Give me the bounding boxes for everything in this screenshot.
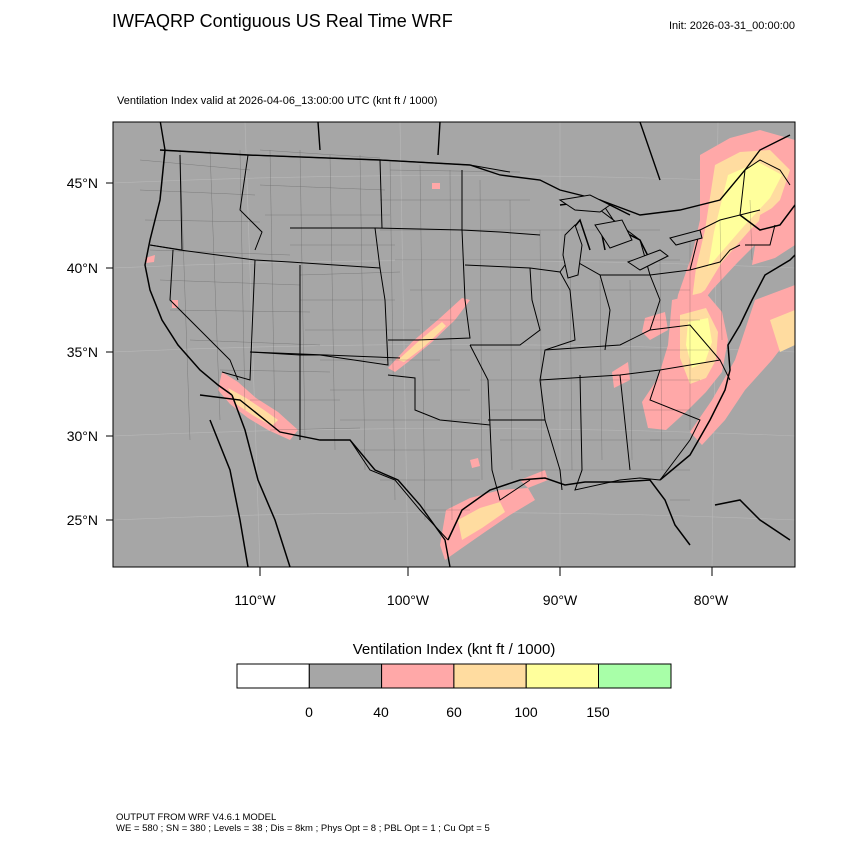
great-lakes: [558, 194, 703, 279]
colorbar-tick-3: 100: [514, 704, 538, 720]
main-title: IWFAQRP Contiguous US Real Time WRF: [112, 11, 453, 31]
lon-label-110: 110°W: [234, 592, 276, 608]
colorbar-tick-0: 0: [305, 704, 313, 720]
map-frame: [112, 121, 796, 568]
lat-label-30: 30°N: [67, 428, 98, 444]
lat-label-35: 35°N: [67, 344, 98, 360]
colorbar-swatch-4: [525, 663, 600, 689]
lon-label-90: 90°W: [543, 592, 578, 608]
lat-label-25: 25°N: [67, 512, 98, 528]
lat-label-40: 40°N: [67, 260, 98, 276]
colorbar-swatch-2: [381, 663, 455, 689]
map-content: [113, 122, 795, 567]
init-time-label: Init: 2026-03-31_00:00:00: [669, 20, 795, 32]
colorbar-swatch-3: [453, 663, 527, 689]
model-info-footer: OUTPUT FROM WRF V4.6.1 MODEL WE = 580 ; …: [116, 812, 490, 834]
coastlines: [144, 149, 795, 567]
lon-ticks: [259, 567, 713, 576]
plot-subtitle: Ventilation Index valid at 2026-04-06_13…: [117, 95, 438, 107]
colorbar-title: Ventilation Index (knt ft / 1000): [352, 641, 556, 658]
colorbar-tick-4: 150: [586, 704, 610, 720]
lat-label-45: 45°N: [67, 175, 98, 191]
colorbar-swatch-0: [236, 663, 310, 689]
footer-line-1: OUTPUT FROM WRF V4.6.1 MODEL: [116, 812, 277, 823]
county-lines: [139, 149, 753, 521]
colorbar-swatch-1: [308, 663, 383, 689]
colorbar-swatch-5: [598, 663, 672, 689]
footer-line-2: WE = 580 ; SN = 380 ; Levels = 38 ; Dis …: [116, 823, 490, 834]
lat-ticks: [106, 182, 113, 521]
colorbar-tick-1: 40: [373, 704, 389, 720]
lon-label-100: 100°W: [387, 592, 430, 608]
lon-label-80: 80°W: [694, 592, 729, 608]
country-borders: [159, 122, 791, 567]
colorbar-tick-2: 60: [446, 704, 462, 720]
ventilation-shading: [145, 130, 795, 560]
colorbar: [236, 663, 672, 689]
